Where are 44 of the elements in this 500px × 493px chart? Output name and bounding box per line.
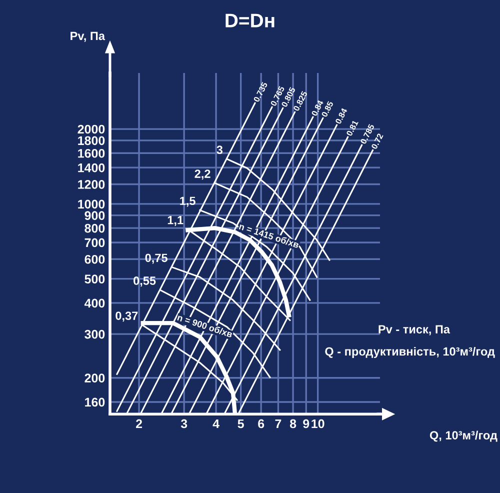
annotation: 1,1 bbox=[168, 216, 184, 226]
annotation: 3 bbox=[216, 146, 223, 154]
annotation: 0.84 bbox=[335, 108, 348, 124]
y-tick-label: 1000 bbox=[78, 200, 105, 209]
y-tick-label: 1400 bbox=[78, 163, 105, 172]
y-tick-label: 700 bbox=[84, 238, 105, 248]
x-tick-label: 10 bbox=[312, 419, 324, 428]
y-tick-label: 600 bbox=[84, 254, 105, 264]
y-tick-label: 200 bbox=[84, 374, 105, 383]
annotation: Pv - тиск, Па bbox=[378, 325, 450, 336]
annotation: 0.84 bbox=[311, 100, 324, 116]
x-tick-label: 8 bbox=[290, 419, 296, 428]
annotation: 0.735 bbox=[253, 82, 268, 102]
x-tick-label: 3 bbox=[180, 419, 188, 428]
annotation: 0,37 bbox=[116, 312, 138, 322]
x-axis-title: Q, 10³м³/год bbox=[430, 430, 498, 442]
y-tick-label: 1200 bbox=[78, 180, 105, 189]
chart-title: D=Dн bbox=[226, 14, 274, 28]
x-tick-label: 2 bbox=[136, 419, 142, 428]
y-tick-label: 300 bbox=[84, 330, 105, 339]
x-tick-label: 4 bbox=[212, 419, 220, 428]
text: n = 1415 об/хв bbox=[238, 222, 300, 248]
x-tick-label: 7 bbox=[275, 419, 282, 428]
annotation: 0,75 bbox=[145, 254, 168, 264]
y-tick-label: 500 bbox=[84, 274, 105, 284]
annotation: 0.85 bbox=[321, 100, 334, 118]
y-tick-label: 2000 bbox=[78, 124, 105, 134]
y-tick-label: 800 bbox=[84, 224, 105, 233]
y-tick-label: 160 bbox=[85, 398, 105, 407]
y-tick-label: 1800 bbox=[78, 136, 105, 146]
annotation: 2,2 bbox=[194, 170, 210, 180]
y-axis-title: Pv, Па bbox=[70, 32, 106, 42]
x-tick-label: 9 bbox=[303, 419, 310, 428]
annotation: 1,5 bbox=[180, 196, 196, 207]
y-tick-label: 400 bbox=[84, 298, 105, 308]
x-tick-label: 6 bbox=[258, 419, 264, 428]
y-tick-label: 1600 bbox=[78, 148, 105, 158]
y-tick-label: 900 bbox=[84, 211, 105, 220]
annotation: 0.825 bbox=[293, 90, 308, 112]
x-tick-label: 5 bbox=[238, 419, 244, 428]
annotation: 0,55 bbox=[134, 276, 156, 287]
annotation: Q - продуктивність, 10³м³/год bbox=[325, 346, 495, 358]
text: n = 900 об/хв bbox=[177, 314, 233, 338]
annotation: 0.81 bbox=[346, 120, 358, 136]
